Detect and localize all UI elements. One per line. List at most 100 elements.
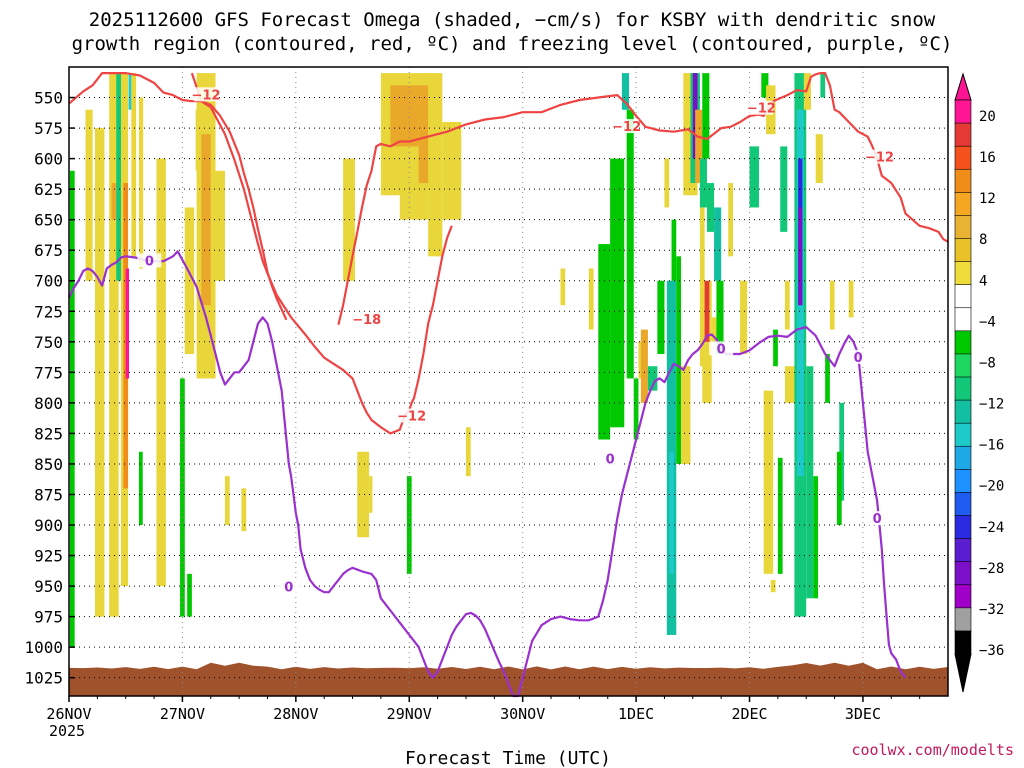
omega-shade-69 — [763, 390, 774, 574]
y-tick-label-675: 675 — [34, 241, 63, 260]
contour-label-1: −18 — [352, 313, 381, 328]
x-tick-label-30NOV: 30NOV — [500, 705, 545, 723]
colorbar-label-1: 16 — [979, 150, 996, 166]
omega-shade-55 — [699, 158, 707, 208]
colorbar-swatch-16 — [954, 469, 972, 494]
omega-shade-38 — [621, 73, 630, 110]
y-tick-label-650: 650 — [34, 211, 63, 230]
omega-shade-45 — [664, 158, 670, 208]
contour-label-bg-8 — [598, 451, 623, 466]
omega-shade-31 — [428, 73, 443, 257]
omega-shade-20 — [210, 170, 225, 281]
omega-shade-84 — [820, 73, 826, 98]
y-tick-label-550: 550 — [34, 89, 63, 108]
colorbar-swatch-4 — [954, 192, 972, 217]
omega-shade-74 — [784, 280, 790, 330]
omega-shade-33 — [465, 427, 471, 477]
omega-shade-10 — [131, 73, 137, 257]
omega-shade-8 — [125, 268, 130, 379]
contour-labels-layer: −12 −18 −12 −12 −12 −12 0 0 0 0 0 0 — [137, 87, 894, 596]
omega-shade-71 — [770, 579, 776, 593]
omega-shade-32 — [442, 121, 462, 220]
colorbar-swatch-20 — [954, 561, 972, 586]
contour-label-bg-2 — [399, 408, 424, 423]
omega-shade-63 — [716, 280, 724, 355]
omega-shade-50 — [680, 366, 691, 464]
contour-layer — [68, 72, 949, 698]
omega-shade-72 — [777, 457, 783, 574]
colorbar-label-4: 4 — [979, 273, 987, 289]
colorbar-label-9: −20 — [979, 479, 1004, 495]
y-tick-label-700: 700 — [34, 272, 63, 291]
omega-shade-24 — [357, 451, 370, 538]
omega-shade-65 — [740, 280, 748, 355]
credit-link[interactable]: coolwx.com/modelts — [851, 741, 1014, 759]
colorbar-label-10: −24 — [979, 520, 1004, 536]
contour-label-bg-3 — [614, 119, 639, 134]
omega-shade-3 — [109, 73, 119, 617]
omega-shade-12 — [138, 451, 143, 526]
y-axis: 550 575 600 625 650 675 700 725 750 775 800 825 850 8… — [24, 89, 75, 688]
x-axis-label: Forecast Time (UTC) — [405, 748, 611, 768]
omega-shade-22 — [241, 488, 247, 532]
omega-shade-37 — [610, 158, 625, 428]
omega-shade-21 — [224, 476, 230, 526]
omega-shade-89 — [825, 354, 830, 403]
omega-shade-61 — [711, 317, 719, 342]
omega-shade-25 — [369, 476, 373, 513]
omega-shade-59 — [704, 280, 710, 342]
colorbar-swatch-13 — [954, 399, 972, 424]
colorbar-label-7: −12 — [979, 397, 1004, 413]
y-tick-label-725: 725 — [34, 302, 63, 321]
omega-shade-56 — [702, 73, 710, 159]
omega-shade-35 — [588, 268, 594, 330]
omega-shade-87 — [836, 451, 842, 526]
contour-label-bg-0 — [194, 87, 219, 102]
colorbar-swatch-6 — [954, 238, 972, 263]
y-tick-label-625: 625 — [34, 180, 63, 199]
colorbar-label-12: −32 — [979, 602, 1004, 618]
colorbar-swatch-14 — [954, 422, 972, 448]
omega-shade-13 — [156, 158, 166, 587]
y-tick-label-875: 875 — [34, 485, 63, 504]
colorbar-swatch-19 — [954, 538, 972, 563]
colorbar-swatch-15 — [954, 445, 972, 471]
omega-shade-0 — [69, 170, 75, 648]
colorbar-swatch-8 — [954, 284, 972, 309]
omega-shading-layer — [69, 73, 854, 648]
colorbar-label-2: 12 — [979, 191, 996, 207]
colorbar-top-arrow — [954, 72, 972, 101]
x-tick-label-29NOV: 29NOV — [387, 705, 432, 723]
omega-shade-81 — [806, 366, 814, 599]
omega-shade-11 — [138, 97, 144, 269]
contour-label-2: −12 — [397, 410, 426, 425]
contour-label-4: −12 — [747, 102, 776, 117]
contour-label-bg-6 — [137, 253, 162, 268]
omega-shade-34 — [560, 268, 566, 306]
colorbar-swatch-17 — [954, 492, 972, 517]
colorbar-swatch-2 — [954, 145, 972, 171]
colorbar-swatch-12 — [954, 376, 972, 401]
contour-label-7: 0 — [284, 581, 293, 596]
colorbar-swatch-1 — [954, 122, 972, 147]
y-tick-label-575: 575 — [34, 119, 63, 138]
omega-shade-80 — [803, 73, 811, 110]
y-tick-label-925: 925 — [34, 547, 63, 566]
colorbar-label-0: 20 — [979, 109, 996, 125]
omega-shade-66 — [749, 146, 759, 208]
omega-shade-54 — [695, 109, 703, 184]
omega-shade-70 — [773, 329, 778, 367]
y-tick-label-950: 950 — [34, 577, 63, 596]
contour-label-11: 0 — [873, 512, 882, 527]
omega-shade-60 — [706, 183, 715, 232]
colorbar-swatch-3 — [954, 168, 972, 194]
contour-dendritic-lower-12c — [190, 72, 453, 435]
omega-shade-73 — [780, 146, 788, 232]
colorbar-swatch-22 — [954, 607, 972, 632]
omega-shade-48 — [671, 219, 677, 281]
omega-shade-27 — [390, 85, 419, 147]
contour-label-9: 0 — [717, 342, 726, 357]
contour-label-6: 0 — [145, 254, 154, 269]
omega-shade-64 — [728, 183, 733, 257]
